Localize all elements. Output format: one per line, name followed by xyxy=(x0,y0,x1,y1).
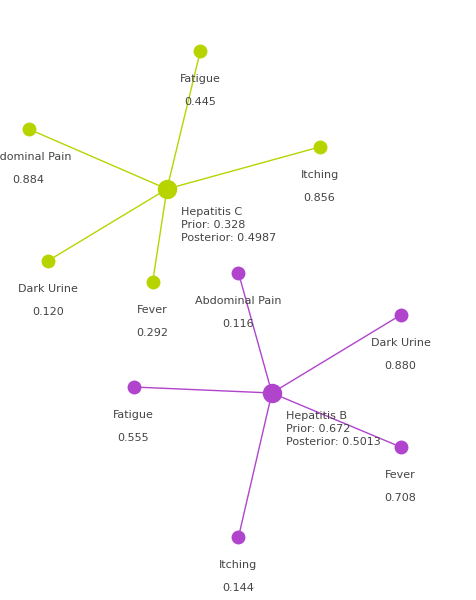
Text: 0.884: 0.884 xyxy=(12,175,45,185)
Text: Abdominal Pain: Abdominal Pain xyxy=(0,152,72,162)
Text: Itching: Itching xyxy=(300,170,338,180)
Text: Abdominal Pain: Abdominal Pain xyxy=(195,296,281,306)
Text: Itching: Itching xyxy=(219,560,257,570)
Text: 0.856: 0.856 xyxy=(303,193,335,203)
Text: Fatigue: Fatigue xyxy=(179,74,220,84)
Text: Hepatitis B
Prior: 0.672
Posterior: 0.5013: Hepatitis B Prior: 0.672 Posterior: 0.50… xyxy=(286,411,380,448)
Text: Dark Urine: Dark Urine xyxy=(18,284,78,294)
Text: 0.292: 0.292 xyxy=(136,328,169,338)
Text: 0.880: 0.880 xyxy=(384,361,416,371)
Text: 0.120: 0.120 xyxy=(32,307,63,317)
Text: 0.144: 0.144 xyxy=(222,583,254,593)
Text: Fever: Fever xyxy=(137,305,168,315)
Text: Fever: Fever xyxy=(385,470,415,480)
Text: Dark Urine: Dark Urine xyxy=(370,338,430,348)
Text: . . . . . .: . . . . . . xyxy=(221,580,255,590)
Text: 0.116: 0.116 xyxy=(222,319,254,329)
Text: 0.708: 0.708 xyxy=(384,493,416,503)
Text: Hepatitis C
Prior: 0.328
Posterior: 0.4987: Hepatitis C Prior: 0.328 Posterior: 0.49… xyxy=(181,207,276,244)
Text: 0.445: 0.445 xyxy=(184,97,216,107)
Text: Fatigue: Fatigue xyxy=(113,410,154,420)
Text: 0.555: 0.555 xyxy=(118,433,149,443)
